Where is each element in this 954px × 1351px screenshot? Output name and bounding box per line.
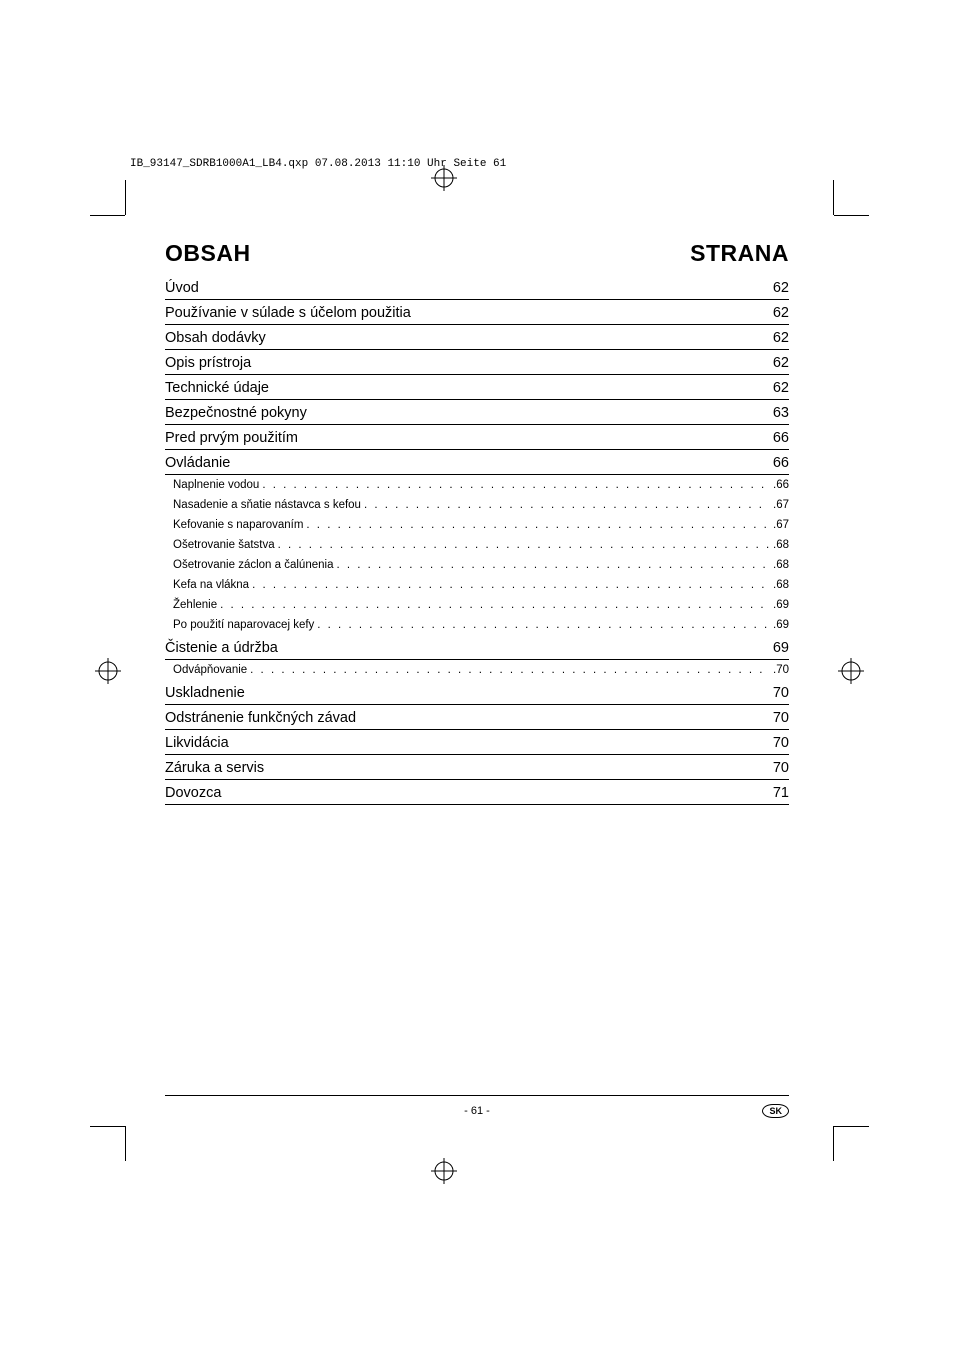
toc-entry-page: 62 bbox=[773, 280, 789, 296]
toc-sub-entry: Žehlenie . . . . . . . . . . . . . . . .… bbox=[165, 595, 789, 615]
page-footer: - 61 - SK bbox=[165, 1095, 789, 1118]
toc-dot-leader: . . . . . . . . . . . . . . . . . . . . … bbox=[220, 599, 770, 611]
toc-sub-entry: Naplnenie vodou . . . . . . . . . . . . … bbox=[165, 475, 789, 495]
toc-entry-label: Obsah dodávky bbox=[165, 330, 266, 346]
toc-dot-leader: . . . . . . . . . . . . . . . . . . . . … bbox=[364, 499, 770, 511]
crop-mark bbox=[834, 1126, 869, 1127]
toc-main-entry: Bezpečnostné pokyny 63 bbox=[165, 400, 789, 425]
toc-entry-label: Dovozca bbox=[165, 785, 221, 801]
toc-sub-entry: Kefovanie s naparovaním . . . . . . . . … bbox=[165, 515, 789, 535]
toc-main-entry: Odstránenie funkčných závad 70 bbox=[165, 705, 789, 730]
crop-mark bbox=[125, 1126, 126, 1161]
toc-entry-label: Naplnenie vodou bbox=[173, 479, 259, 491]
crop-mark bbox=[90, 215, 125, 216]
crop-mark bbox=[833, 180, 834, 215]
toc-dot-leader: . . . . . . . . . . . . . . . . . . . . … bbox=[336, 559, 770, 571]
crop-mark bbox=[90, 1126, 125, 1127]
toc-sub-entry: Kefa na vlákna . . . . . . . . . . . . .… bbox=[165, 575, 789, 595]
toc-main-entry: Opis prístroja 62 bbox=[165, 350, 789, 375]
toc-main-entry: Čistenie a údržba 69 bbox=[165, 635, 789, 660]
toc-entry-label: Žehlenie bbox=[173, 599, 217, 611]
toc-main-entry: Uskladnenie 70 bbox=[165, 680, 789, 705]
toc-entry-page: .68 bbox=[773, 579, 789, 591]
toc-entry-page: 69 bbox=[773, 640, 789, 656]
toc-entry-page: 66 bbox=[773, 455, 789, 471]
toc-entry-label: Po použití naparovacej kefy bbox=[173, 619, 314, 631]
toc-entry-label: Používanie v súlade s účelom použitia bbox=[165, 305, 411, 321]
toc-entry-label: Ošetrovanie záclon a čalúnenia bbox=[173, 559, 333, 571]
toc-entry-page: 70 bbox=[773, 760, 789, 776]
toc-entry-label: Čistenie a údržba bbox=[165, 640, 278, 656]
toc-main-entry: Dovozca 71 bbox=[165, 780, 789, 805]
toc-main-entry: Používanie v súlade s účelom použitia 62 bbox=[165, 300, 789, 325]
toc-entry-page: .68 bbox=[773, 539, 789, 551]
toc-entry-label: Kefa na vlákna bbox=[173, 579, 249, 591]
registration-mark bbox=[838, 658, 864, 684]
toc-main-entry: Likvidácia 70 bbox=[165, 730, 789, 755]
toc-entry-label: Kefovanie s naparovaním bbox=[173, 519, 303, 531]
toc-entry-page: .66 bbox=[773, 479, 789, 491]
toc-entry-label: Technické údaje bbox=[165, 380, 269, 396]
toc-sub-entry: Odvápňovanie . . . . . . . . . . . . . .… bbox=[165, 660, 789, 680]
toc-entry-page: 70 bbox=[773, 685, 789, 701]
toc-entry-page: 62 bbox=[773, 380, 789, 396]
toc-entry-page: 66 bbox=[773, 430, 789, 446]
toc-sub-entry: Ošetrovanie šatstva . . . . . . . . . . … bbox=[165, 535, 789, 555]
toc-dot-leader: . . . . . . . . . . . . . . . . . . . . … bbox=[317, 619, 770, 631]
toc-entry-label: Uskladnenie bbox=[165, 685, 245, 701]
crop-mark bbox=[833, 1126, 834, 1161]
toc-sub-entry: Ošetrovanie záclon a čalúnenia . . . . .… bbox=[165, 555, 789, 575]
registration-mark bbox=[95, 658, 121, 684]
toc-dot-leader: . . . . . . . . . . . . . . . . . . . . … bbox=[306, 519, 770, 531]
print-header-meta: IB_93147_SDRB1000A1_LB4.qxp 07.08.2013 1… bbox=[130, 158, 506, 170]
toc-sub-entry: Nasadenie a sňatie nástavca s kefou . . … bbox=[165, 495, 789, 515]
crop-mark bbox=[834, 215, 869, 216]
toc-main-entry: Obsah dodávky 62 bbox=[165, 325, 789, 350]
page-content: OBSAH STRANA Úvod62Používanie v súlade s… bbox=[0, 0, 954, 805]
footer-page-number: - 61 - bbox=[464, 1105, 490, 1117]
toc-dot-leader: . . . . . . . . . . . . . . . . . . . . … bbox=[252, 579, 770, 591]
toc-entry-page: 62 bbox=[773, 305, 789, 321]
toc-main-entry: Ovládanie 66 bbox=[165, 450, 789, 475]
toc-entry-page: 62 bbox=[773, 330, 789, 346]
toc-entry-page: .67 bbox=[773, 499, 789, 511]
toc-entry-page: .69 bbox=[773, 619, 789, 631]
toc-entry-label: Likvidácia bbox=[165, 735, 229, 751]
toc-entry-page: 70 bbox=[773, 735, 789, 751]
toc-title-right: STRANA bbox=[690, 240, 789, 267]
toc-entry-label: Záruka a servis bbox=[165, 760, 264, 776]
toc-main-entry: Úvod 62 bbox=[165, 275, 789, 300]
footer-lang-badge: SK bbox=[762, 1104, 789, 1118]
toc-entry-label: Odvápňovanie bbox=[173, 664, 247, 676]
toc-entry-page: .69 bbox=[773, 599, 789, 611]
registration-mark bbox=[431, 1158, 457, 1184]
toc-entry-label: Ošetrovanie šatstva bbox=[173, 539, 275, 551]
toc-entry-page: 70 bbox=[773, 710, 789, 726]
toc-entry-page: .70 bbox=[773, 664, 789, 676]
toc-entry-page: .67 bbox=[773, 519, 789, 531]
toc-list: Úvod62Používanie v súlade s účelom použi… bbox=[165, 275, 789, 805]
toc-entry-label: Ovládanie bbox=[165, 455, 230, 471]
toc-dot-leader: . . . . . . . . . . . . . . . . . . . . … bbox=[278, 539, 770, 551]
toc-entry-label: Pred prvým použitím bbox=[165, 430, 298, 446]
toc-sub-entry: Po použití naparovacej kefy . . . . . . … bbox=[165, 615, 789, 635]
toc-main-entry: Technické údaje 62 bbox=[165, 375, 789, 400]
toc-entry-label: Opis prístroja bbox=[165, 355, 251, 371]
toc-main-entry: Pred prvým použitím 66 bbox=[165, 425, 789, 450]
toc-entry-page: 62 bbox=[773, 355, 789, 371]
toc-entry-label: Bezpečnostné pokyny bbox=[165, 405, 307, 421]
toc-entry-label: Úvod bbox=[165, 280, 199, 296]
toc-entry-page: 63 bbox=[773, 405, 789, 421]
toc-dot-leader: . . . . . . . . . . . . . . . . . . . . … bbox=[250, 664, 770, 676]
toc-entry-label: Nasadenie a sňatie nástavca s kefou bbox=[173, 499, 361, 511]
toc-title-left: OBSAH bbox=[165, 240, 251, 267]
toc-title-row: OBSAH STRANA bbox=[165, 240, 789, 267]
toc-dot-leader: . . . . . . . . . . . . . . . . . . . . … bbox=[262, 479, 770, 491]
crop-mark bbox=[125, 180, 126, 215]
toc-entry-page: 71 bbox=[773, 785, 789, 801]
toc-entry-page: .68 bbox=[773, 559, 789, 571]
toc-main-entry: Záruka a servis 70 bbox=[165, 755, 789, 780]
toc-entry-label: Odstránenie funkčných závad bbox=[165, 710, 356, 726]
